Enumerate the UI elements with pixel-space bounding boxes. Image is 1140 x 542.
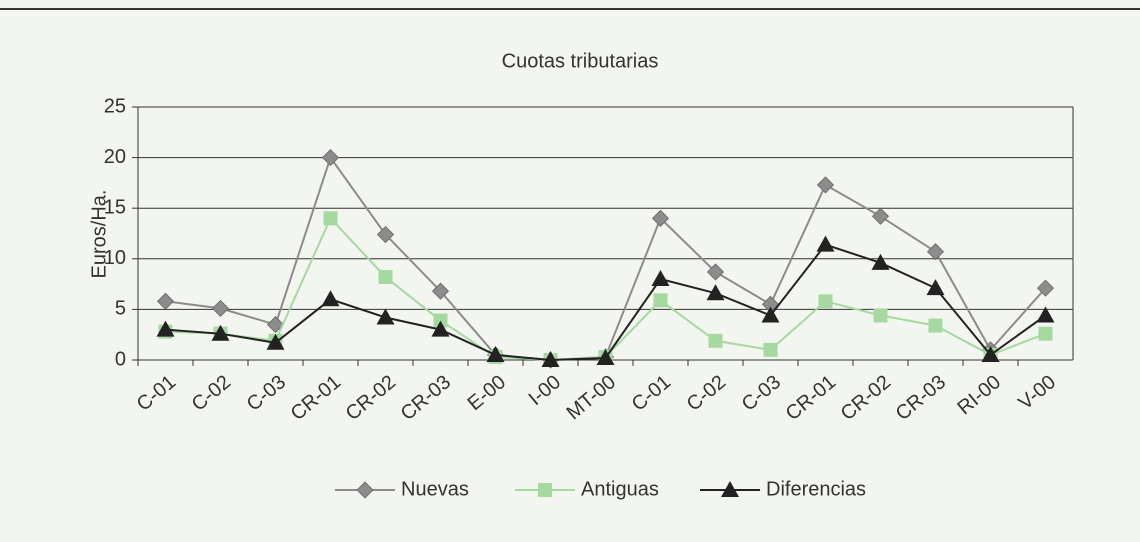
- data-point: [431, 282, 450, 300]
- data-point: [1036, 279, 1055, 297]
- legend-label: Nuevas: [401, 478, 469, 500]
- y-tick-label: 5: [115, 298, 126, 320]
- data-point: [926, 243, 945, 261]
- chart-title: Cuotas tributarias: [502, 50, 659, 72]
- y-axis-label: Euros/Ha.: [88, 190, 110, 279]
- data-point: [323, 211, 338, 226]
- data-point: [378, 270, 393, 285]
- legend-label: Antiguas: [581, 478, 659, 500]
- legend-marker: [721, 481, 739, 497]
- data-point: [486, 345, 505, 362]
- data-point: [1036, 306, 1055, 323]
- data-point: [871, 207, 890, 225]
- data-point: [816, 176, 835, 194]
- data-point: [266, 333, 285, 350]
- data-point: [816, 235, 835, 252]
- y-tick-label: 15: [104, 196, 126, 218]
- data-point: [321, 290, 340, 307]
- data-point: [818, 294, 833, 309]
- data-point: [266, 316, 285, 334]
- data-point: [156, 292, 175, 310]
- data-point: [653, 293, 668, 308]
- data-point: [873, 308, 888, 323]
- data-point: [871, 253, 890, 270]
- data-point: [708, 333, 723, 348]
- data-point: [376, 308, 395, 325]
- data-point: [541, 351, 560, 367]
- legend-marker: [538, 483, 552, 497]
- data-point: [596, 348, 615, 365]
- data-point: [706, 284, 725, 301]
- data-point: [1038, 326, 1053, 341]
- y-tick-label: 25: [104, 95, 126, 117]
- y-tick-label: 0: [115, 348, 126, 370]
- data-point: [651, 270, 670, 287]
- legend-marker: [356, 481, 374, 499]
- data-point: [761, 306, 780, 323]
- y-tick-label: 20: [104, 146, 126, 168]
- data-point: [926, 279, 945, 296]
- data-point: [321, 149, 340, 167]
- data-point: [928, 318, 943, 333]
- y-tick-label: 10: [104, 247, 126, 269]
- data-point: [651, 209, 670, 227]
- data-point: [156, 320, 175, 337]
- data-point: [706, 263, 725, 281]
- data-point: [431, 320, 450, 337]
- legend-label: Diferencias: [766, 478, 866, 500]
- data-point: [763, 342, 778, 357]
- data-point: [211, 299, 230, 317]
- data-point: [211, 324, 230, 341]
- data-point: [981, 345, 1000, 362]
- data-point: [376, 225, 395, 244]
- data-point: [433, 313, 448, 328]
